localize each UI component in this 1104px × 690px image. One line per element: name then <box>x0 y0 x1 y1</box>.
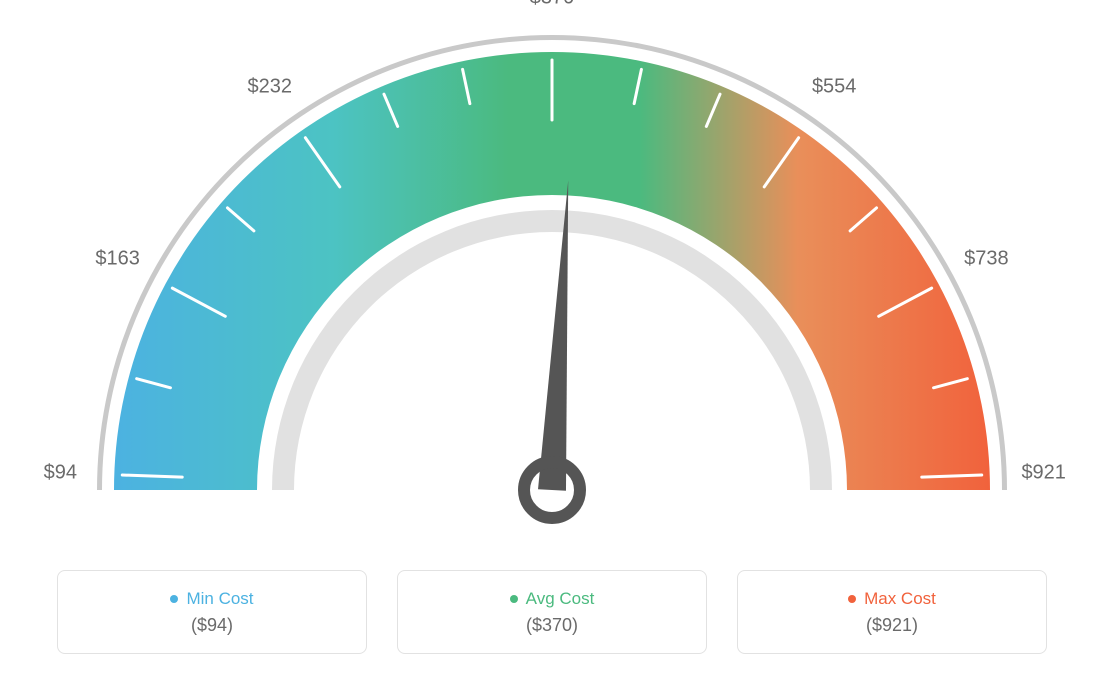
gauge-tick-label: $554 <box>812 75 857 98</box>
gauge-chart-container: $94 $163 $232 $370 $554 $738 $921 Min Cost ($9… <box>0 0 1104 690</box>
legend-value-avg: ($370) <box>526 615 578 636</box>
gauge-tick-label: $738 <box>964 248 1009 271</box>
legend-label-avg: Avg Cost <box>526 589 595 609</box>
legend-value-min: ($94) <box>191 615 233 636</box>
legend-title-avg: Avg Cost <box>510 589 595 609</box>
gauge-tick-label: $163 <box>95 248 140 271</box>
gauge-tick-label: $94 <box>44 461 77 484</box>
gauge-tick-label: $921 <box>1021 461 1066 484</box>
gauge-tick-label: $232 <box>248 75 293 98</box>
legend-value-max: ($921) <box>866 615 918 636</box>
legend-label-max: Max Cost <box>864 589 936 609</box>
legend-dot-min <box>170 595 178 603</box>
gauge-area: $94 $163 $232 $370 $554 $738 $921 <box>0 0 1104 570</box>
gauge-svg <box>0 0 1104 570</box>
gauge-tick-label: $370 <box>530 0 575 10</box>
legend-row: Min Cost ($94) Avg Cost ($370) Max Cost … <box>0 570 1104 654</box>
legend-label-min: Min Cost <box>186 589 253 609</box>
legend-dot-avg <box>510 595 518 603</box>
legend-title-max: Max Cost <box>848 589 936 609</box>
legend-card-min: Min Cost ($94) <box>57 570 367 654</box>
legend-title-min: Min Cost <box>170 589 253 609</box>
legend-card-avg: Avg Cost ($370) <box>397 570 707 654</box>
legend-card-max: Max Cost ($921) <box>737 570 1047 654</box>
legend-dot-max <box>848 595 856 603</box>
